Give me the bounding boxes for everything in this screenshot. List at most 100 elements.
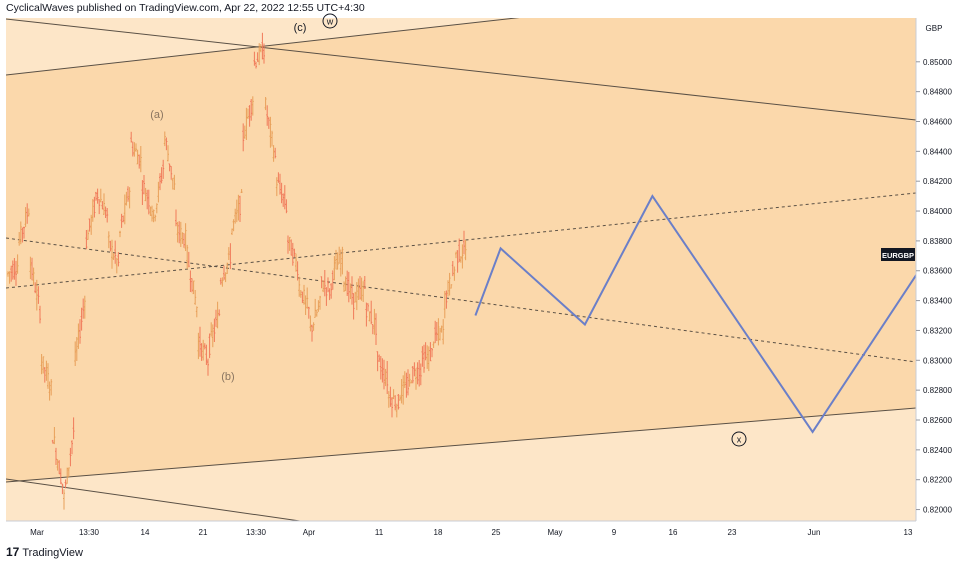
ohlc-bar [141, 180, 144, 205]
ohlc-bar [347, 271, 350, 303]
ohlc-bar [66, 467, 69, 484]
ohlc-bar [323, 270, 326, 297]
ohlc-bar [269, 116, 272, 148]
ohlc-bar [171, 177, 174, 190]
ohlc-bar [395, 403, 398, 418]
ohlc-bar [378, 354, 381, 362]
ohlc-bar [453, 266, 456, 281]
ohlc-bar [163, 131, 166, 147]
ohlc-bar [456, 250, 459, 273]
symbol-tag[interactable]: EURGBP [881, 248, 915, 261]
ohlc-bar [45, 360, 48, 381]
ohlc-bar [320, 276, 323, 289]
ohlc-bar [440, 325, 443, 333]
wxy-trendline-lower [6, 478, 301, 521]
ohlc-bar [408, 373, 411, 387]
tradingview-logo[interactable]: 17 TradingView [6, 545, 83, 559]
ohlc-bar [435, 322, 438, 341]
ohlc-bar [213, 318, 216, 342]
ohlc-bar [418, 360, 421, 387]
ohlc-bar [218, 309, 221, 317]
price-tick-label: 0.83400 [923, 297, 952, 306]
ohlc-bar [87, 229, 89, 240]
ohlc-bar [139, 146, 142, 173]
currency-label: GBP [926, 24, 943, 33]
ohlc-bar [154, 214, 157, 222]
ohlc-bar [75, 337, 78, 361]
ohlc-bar [13, 258, 16, 280]
ohlc-bar [261, 32, 264, 60]
ohlc-bar [405, 372, 408, 398]
ohlc-bar [224, 272, 227, 283]
ohlc-bar [264, 97, 267, 111]
ohlc-bar [127, 186, 129, 202]
time-tick-label: 9 [612, 528, 617, 537]
ohlc-bar [282, 193, 285, 207]
time-tick-label: 13 [904, 528, 913, 537]
price-tick-label: 0.83000 [923, 356, 952, 365]
ohlc-bar [168, 163, 171, 172]
ohlc-bar [439, 327, 441, 341]
ohlc-bar [226, 262, 229, 274]
ohlc-bar [322, 280, 325, 293]
ohlc-bar [237, 194, 240, 221]
ohlc-bar [248, 105, 251, 127]
ohlc-bar [31, 257, 33, 281]
time-axis[interactable]: Mar 13:30 14 21 13:30 Apr 11 18 25 May 9 16 23 Jun 13 [30, 528, 913, 537]
price-axis[interactable]: 0.85000 0.84800 0.84600 0.84400 0.84200 0.840… [916, 58, 952, 515]
price-tick-label: 0.84600 [923, 118, 952, 127]
ohlc-bar [423, 344, 425, 373]
ohlc-bar [159, 173, 161, 191]
ohlc-bar [250, 99, 253, 121]
ohlc-bar [123, 194, 126, 225]
ohlc-bar [191, 278, 193, 293]
time-tick-label: 21 [199, 528, 208, 537]
time-tick-label: 18 [434, 528, 443, 537]
ohlc-bar [149, 206, 152, 216]
ohlc-bar [351, 276, 353, 305]
ohlc-bar [235, 199, 238, 223]
ohlc-bar [379, 356, 382, 380]
ohlc-bar [272, 145, 275, 162]
ohlc-bar [317, 300, 320, 312]
ohlc-bar [157, 181, 160, 203]
ohlc-bar [391, 397, 393, 418]
ohlc-bar [37, 286, 40, 304]
time-tick-label: 23 [728, 528, 737, 537]
ohlc-bar [312, 322, 315, 331]
ohlc-bar [93, 196, 96, 218]
ohlc-bar [426, 345, 429, 369]
ohlc-bar [207, 358, 209, 376]
ohlc-bar [55, 447, 57, 465]
wave-label-x-circle [731, 431, 747, 447]
projection-path [474, 194, 916, 434]
tradingview-logo-icon: 17 [6, 545, 20, 559]
ohlc-bar [51, 439, 54, 444]
ohlc-bar [242, 123, 245, 152]
ohlc-bar [72, 417, 75, 440]
ohlc-bar [203, 343, 206, 350]
ohlc-bar [122, 215, 125, 223]
ohlc-bar [330, 283, 333, 299]
channel-upper-line [6, 18, 520, 76]
ohlc-bar [336, 252, 339, 270]
ohlc-bar [392, 389, 395, 400]
ohlc-bar [445, 290, 448, 309]
ohlc-bar [450, 284, 453, 289]
ohlc-bar [181, 232, 184, 244]
wave-label-c: (c) [294, 22, 307, 34]
symbol-tag-bg [881, 248, 915, 261]
ohlc-bar [128, 187, 131, 209]
ohlc-bar [354, 291, 357, 303]
ohlc-bar [147, 189, 150, 215]
ohlc-bar [399, 394, 401, 401]
ohlc-bar [402, 375, 405, 405]
ohlc-bar [333, 256, 336, 281]
price-tick-label: 0.84800 [923, 88, 952, 97]
ohlc-bar [155, 203, 158, 214]
ohlc-bar [23, 226, 25, 239]
ohlc-bar [290, 239, 293, 256]
ohlc-bar [160, 167, 163, 184]
ohlc-bar [74, 341, 77, 366]
